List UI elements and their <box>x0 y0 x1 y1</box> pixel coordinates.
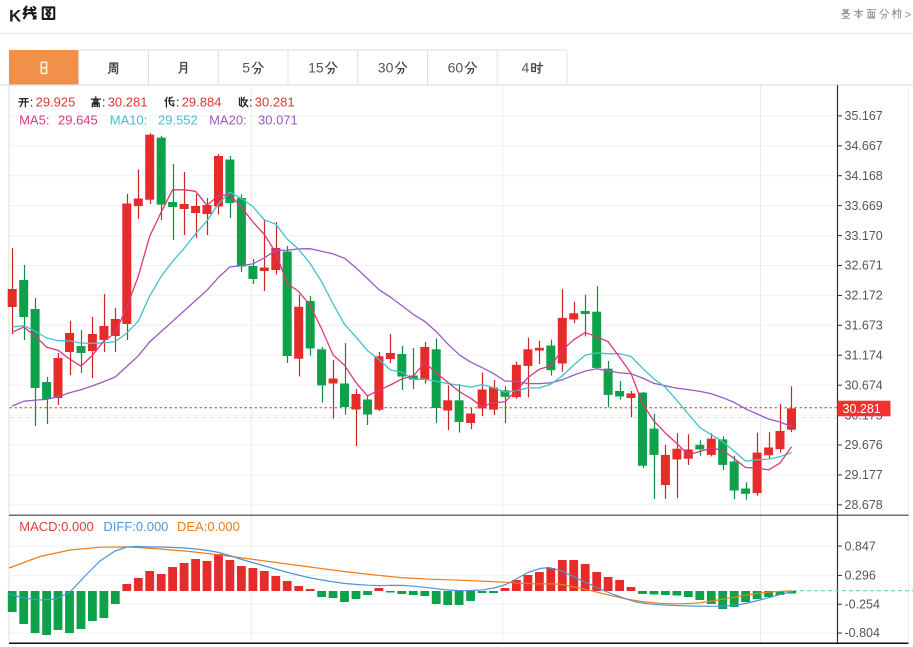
svg-text:32.172: 32.172 <box>845 289 883 303</box>
svg-text:29.676: 29.676 <box>845 438 883 452</box>
svg-text:MACD:0.000: MACD:0.000 <box>19 519 93 534</box>
svg-text:MA20:: MA20: <box>209 112 247 127</box>
svg-text:28.678: 28.678 <box>845 498 883 512</box>
svg-text:30: 30 <box>378 60 394 76</box>
svg-text:-0.254: -0.254 <box>845 597 880 611</box>
svg-text:34.168: 34.168 <box>845 169 883 183</box>
svg-text:30.674: 30.674 <box>845 378 883 392</box>
svg-text:5: 5 <box>242 60 250 76</box>
svg-text:0.847: 0.847 <box>845 539 876 553</box>
svg-text::: : <box>249 94 253 109</box>
svg-text:35.167: 35.167 <box>845 109 883 123</box>
svg-text:29.552: 29.552 <box>158 112 198 127</box>
svg-text::: : <box>30 94 34 109</box>
svg-text:31.673: 31.673 <box>845 319 883 333</box>
svg-text:31.174: 31.174 <box>845 348 883 362</box>
svg-text:29.925: 29.925 <box>36 94 76 109</box>
svg-text::: : <box>176 94 180 109</box>
svg-text:-0.804: -0.804 <box>845 626 880 640</box>
svg-text:30.071: 30.071 <box>258 112 298 127</box>
svg-text:34.667: 34.667 <box>845 139 883 153</box>
svg-text:29.884: 29.884 <box>182 94 222 109</box>
svg-text:DIFF:0.000: DIFF:0.000 <box>103 519 168 534</box>
svg-text:33.170: 33.170 <box>845 229 883 243</box>
svg-text:29.177: 29.177 <box>845 468 883 482</box>
svg-text:30.281: 30.281 <box>843 402 881 416</box>
svg-text:29.645: 29.645 <box>58 112 98 127</box>
svg-text:K: K <box>9 7 22 26</box>
svg-text:>: > <box>905 10 912 22</box>
svg-text:0.296: 0.296 <box>845 569 876 583</box>
svg-text:33.669: 33.669 <box>845 199 883 213</box>
svg-text:MA5:: MA5: <box>19 112 49 127</box>
svg-text:4: 4 <box>522 60 530 76</box>
svg-text::: : <box>102 94 106 109</box>
svg-text:30.281: 30.281 <box>255 94 295 109</box>
svg-text:30.281: 30.281 <box>108 94 148 109</box>
svg-text:60: 60 <box>448 60 464 76</box>
svg-text:15: 15 <box>308 60 324 76</box>
svg-text:MA10:: MA10: <box>110 112 148 127</box>
svg-text:32.671: 32.671 <box>845 259 883 273</box>
svg-text:DEA:0.000: DEA:0.000 <box>177 519 240 534</box>
